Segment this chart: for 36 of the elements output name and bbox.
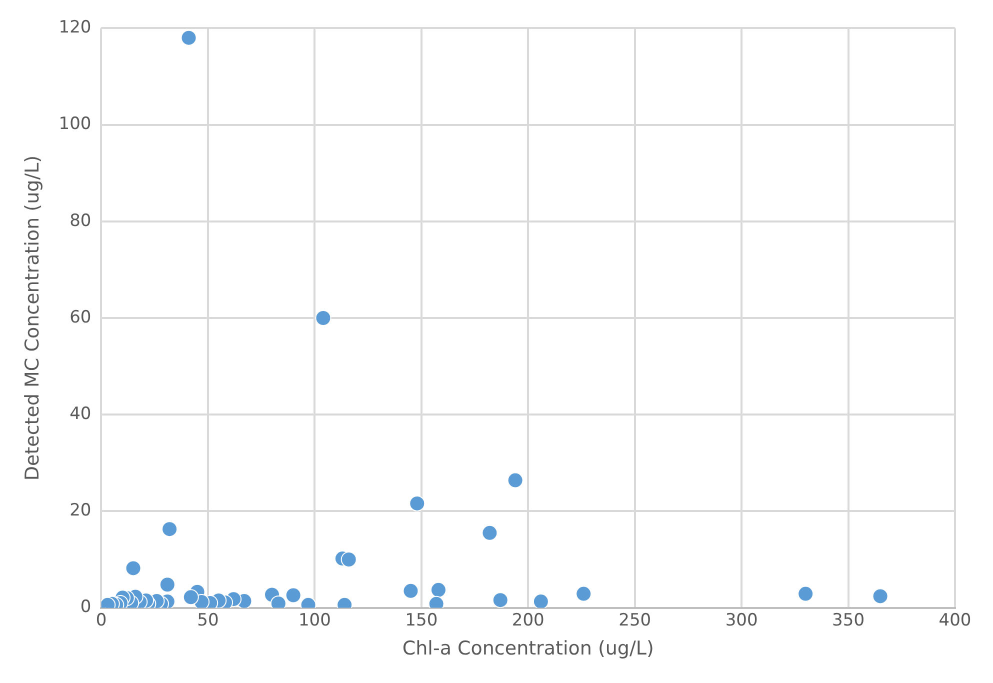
- point: [285, 587, 302, 604]
- point: [180, 30, 197, 46]
- point: [162, 521, 178, 538]
- y-tick-label: 80: [70, 210, 92, 231]
- y-tick-label: 20: [70, 500, 92, 521]
- point: [532, 594, 549, 608]
- point: [872, 588, 888, 604]
- point: [340, 552, 357, 568]
- y-tick-label: 40: [70, 404, 92, 424]
- y-tick-label: 120: [58, 18, 92, 38]
- x-tick-label: 300: [725, 610, 758, 630]
- point: [576, 586, 592, 602]
- point: [402, 582, 419, 599]
- point: [482, 524, 498, 541]
- point: [798, 586, 814, 602]
- point: [315, 310, 332, 326]
- point: [159, 576, 176, 593]
- x-tick-label: 50: [197, 610, 219, 630]
- y-axis-title: Detected MC Concentration (ug/L): [21, 155, 44, 481]
- x-tick-label: 350: [832, 610, 865, 630]
- x-tick-label: 400: [938, 610, 972, 630]
- x-tick-label: 200: [512, 610, 544, 630]
- point: [409, 495, 426, 512]
- x-tick-label: 150: [405, 610, 438, 630]
- y-tick-label: 60: [70, 307, 92, 328]
- y-tick-label: 100: [58, 114, 92, 134]
- point: [182, 589, 199, 606]
- point: [430, 582, 446, 598]
- x-tick-label: 0: [96, 610, 107, 630]
- point: [125, 560, 142, 576]
- x-axis-title: Chl-a Concentration (ug/L): [402, 638, 654, 660]
- x-tick-label: 100: [298, 610, 331, 630]
- y-tick-label: 0: [80, 597, 92, 618]
- x-tick-label: 250: [618, 610, 652, 630]
- point: [492, 592, 508, 608]
- point: [507, 472, 524, 488]
